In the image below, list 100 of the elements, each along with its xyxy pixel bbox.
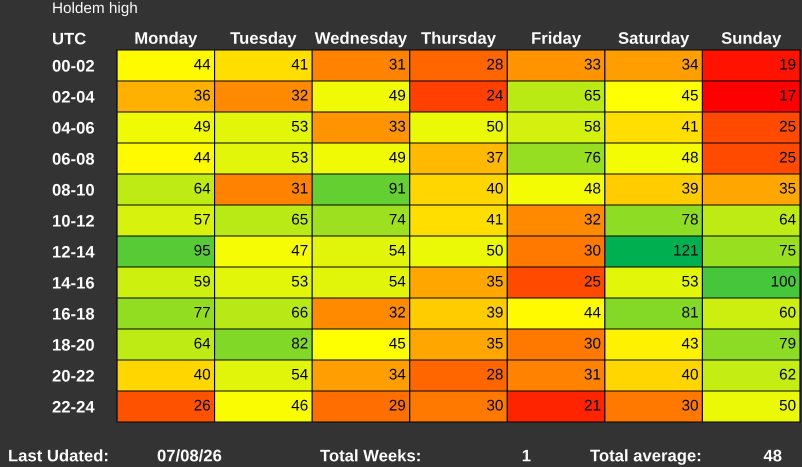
data-label: 24 [487,90,503,100]
data-label: 45 [389,338,406,349]
data-label: 39 [682,182,698,194]
data-label: 30 [682,400,698,411]
data-label: 53 [292,276,308,287]
data-label: 40 [682,368,698,380]
data-label: 41 [486,214,503,224]
data-label: 33 [389,120,406,132]
data-label: 28 [487,368,503,380]
text: Last Udated: [9,449,108,462]
data-label: 78 [682,214,698,225]
data-label: 64 [194,182,210,194]
data-label: 54 [389,244,406,256]
y-tick-label: 08-10 [52,184,94,196]
data-label: 31 [292,182,308,194]
y-tick-label: 10-12 [53,214,94,227]
data-label: 17 [780,90,796,100]
y-tick-label: 16-18 [53,308,94,320]
data-label: 19 [780,58,796,70]
x-tick-label: Saturday [618,32,690,48]
text: Total average: [590,449,700,465]
data-label: 44 [194,152,210,162]
data-label: 35 [780,182,796,194]
y-axis-title: UTC [53,32,86,44]
data-label: 43 [682,338,698,349]
data-label: 34 [682,58,698,70]
data-label: 95 [194,244,210,256]
data-label: 25 [780,120,796,132]
data-label: 76 [584,152,600,163]
data-label: 35 [486,276,503,287]
y-tick-label: 20-22 [52,370,94,382]
y-tick-label: 14-16 [53,276,94,289]
y-tick-label: 00-02 [52,60,94,72]
data-label: 59 [194,276,210,287]
data-label: 50 [487,120,503,132]
data-label: 48 [584,182,600,194]
data-label: 91 [390,182,406,194]
data-label: 29 [390,400,406,411]
data-label: 54 [292,368,308,380]
data-label: 65 [292,214,308,225]
data-label: 75 [780,244,796,256]
data-label: 30 [584,244,600,256]
data-label: 64 [780,214,796,225]
data-label: 50 [487,244,503,256]
y-tick-label: 22-24 [52,400,95,413]
data-label: 62 [780,368,796,380]
data-label: 100 [772,276,796,287]
text: 1 [522,450,531,462]
y-tick-label: 04-06 [52,122,94,134]
data-label: 47 [292,244,308,256]
data-label: 32 [292,90,308,101]
data-label: 44 [194,58,210,70]
data-label: 33 [584,58,600,70]
data-label: 50 [780,400,796,411]
data-label: 39 [486,306,503,318]
x-tick-label: Sunday [722,32,782,48]
data-label: 79 [780,338,796,349]
data-label: 28 [487,58,503,70]
y-tick-label: 18-20 [53,338,94,351]
data-label: 53 [292,152,308,163]
data-label: 49 [389,152,406,163]
data-label: 54 [389,276,406,287]
data-label: 46 [292,400,308,411]
data-label: 74 [390,214,406,224]
data-label: 41 [682,120,698,132]
data-label: 121 [674,244,698,256]
x-tick-label: Friday [532,32,581,48]
data-label: 30 [584,338,600,349]
data-label: 77 [194,306,210,318]
data-label: 40 [486,182,503,194]
x-tick-label: Thursday [421,32,496,48]
data-label: 34 [389,368,406,380]
data-label: 66 [292,306,308,318]
data-label: 41 [292,58,308,70]
data-label: 82 [292,338,308,349]
data-label: 57 [194,214,210,225]
data-label: 81 [682,306,698,318]
data-label: 32 [584,214,600,225]
x-tick-label: Wednesday [314,32,408,48]
data-label: 53 [682,276,698,287]
data-label: 31 [584,368,600,380]
data-label: 32 [389,306,406,318]
data-label: 35 [486,338,503,349]
x-tick-label: Monday [135,32,198,48]
data-label: 48 [682,152,698,163]
data-label: 49 [389,90,406,101]
x-tick-label: Tuesday [230,32,296,48]
text: 07/08/26 [158,449,222,462]
data-label: 21 [584,400,600,410]
y-tick-label: 02-04 [52,90,95,103]
data-label: 53 [292,120,308,132]
data-label: 26 [194,400,210,411]
data-label: 40 [194,368,210,380]
data-label: 25 [584,276,600,287]
data-label: 65 [584,90,600,101]
data-label: 60 [780,306,796,318]
data-label: 30 [486,400,503,411]
chart-title: Holdem high [53,2,137,16]
y-tick-label: 12-14 [53,246,95,258]
data-label: 25 [780,152,796,163]
